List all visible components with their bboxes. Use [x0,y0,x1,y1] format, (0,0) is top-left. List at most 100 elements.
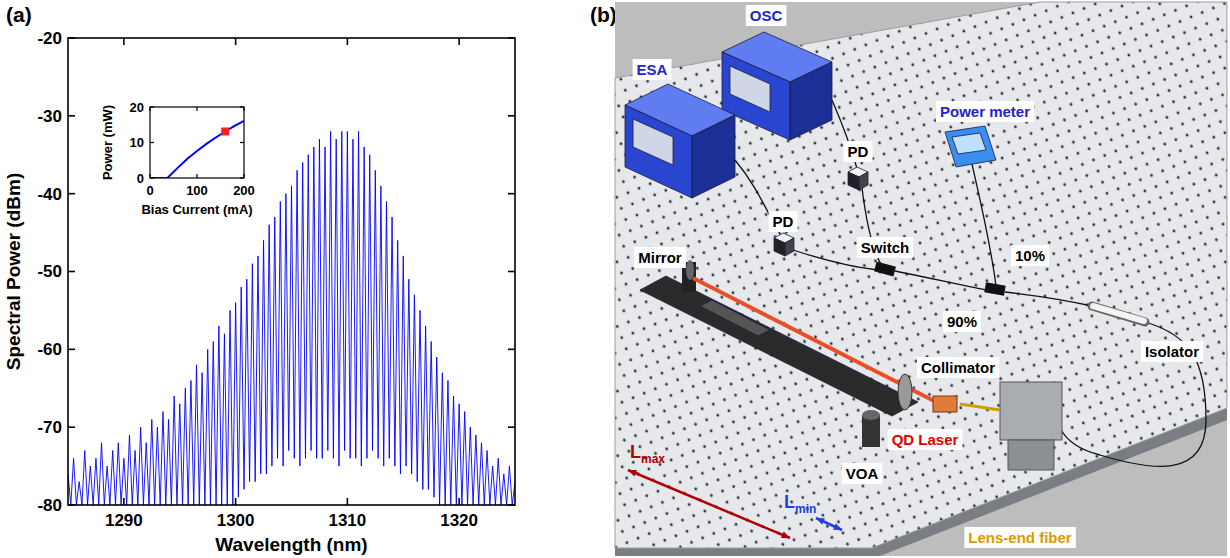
tick-label: 200 [233,183,255,198]
label-box [1011,245,1049,266]
rail-slot [700,300,770,336]
label-text: Isolator [1145,343,1199,360]
length-symbol: L [784,492,795,512]
tick-mark [123,498,125,505]
data-point [221,127,229,135]
photodiode-side [785,238,794,256]
fiber [1060,322,1206,466]
length-arrow-head [833,523,842,530]
label-text: PD [848,143,869,160]
tick-mark [68,426,75,428]
tick-mark [508,193,515,195]
panel-label: (b) [590,3,617,26]
label: Switch [857,237,913,258]
tick-mark [150,177,154,178]
tick-mark [68,271,75,273]
panel-label: (a) [6,3,32,26]
label: QD Laser [888,429,963,450]
label-text: Mirror [638,249,682,266]
label: VOA [842,463,883,484]
tick-mark [68,115,75,117]
coupler [984,282,1005,295]
tick-mark [508,271,515,273]
tick-mark [508,37,515,39]
tick-label: 20 [130,100,144,115]
background [615,2,1227,556]
length-symbol: L [630,442,641,462]
label-box [842,463,883,484]
power-meter-screen [952,133,986,154]
label: PD [769,211,798,232]
label-text: PD [773,213,794,230]
tick-mark [150,106,154,107]
tick-mark [240,142,244,143]
plot-area [68,131,515,505]
length-arrow [816,518,842,530]
label: 90% [943,311,981,332]
label: Collimator [917,357,999,378]
label: ESA [633,59,672,80]
tick-mark [68,504,75,506]
label-box [936,101,1034,122]
axis-title: Spectral Power (dBm) [3,173,24,370]
esa-screen [633,119,673,165]
label-box [964,527,1076,548]
figure: (a)(b)1290130013101320-80-70-60-50-40-30… [0,0,1230,558]
optical-table [615,2,1227,548]
fiber [1005,292,1092,306]
fiber-stage-base [1008,440,1054,470]
tick-mark [458,498,460,505]
length-subscript: max [641,452,665,466]
plot-frame [150,107,244,178]
tick-label: 0 [137,171,144,186]
fiber [972,164,996,286]
chart: 010020001020Bias Current (mA)Power (mW) [100,100,255,217]
label-box [746,5,787,26]
photodiode-side [859,172,868,190]
tick-label: 1290 [105,511,143,530]
data-line [68,131,515,505]
axis-title: Power (mW) [100,105,115,180]
page: {"panels": ["(a)", "(b)"], "chart_data":… [0,0,1230,558]
tick-mark [123,38,125,45]
tick-label: 1300 [217,511,255,530]
tick-mark [347,498,349,505]
label: Mirror [634,247,686,268]
tick-label: 100 [186,183,208,198]
fiber [895,271,986,290]
osc-side [790,62,832,140]
tick-label: 0 [146,183,153,198]
length-arrow-head [628,470,637,476]
label-box [844,141,873,162]
label-text: VOA [846,465,879,482]
label-text: Power meter [940,103,1030,120]
length-arrow-head [816,518,825,525]
rail [640,276,918,416]
setup-diagram: ESAOSCPower meterPDPDMirrorSwitch10%90%I… [615,2,1227,556]
tick-mark [235,38,237,45]
label-text: 90% [947,313,977,330]
tick-label: -60 [37,340,62,359]
plot-area [150,121,244,178]
esa-front [625,105,692,198]
tick-mark [68,349,75,351]
tick-mark [196,174,197,178]
tick-mark [235,498,237,505]
tick-mark [240,177,244,178]
label-text: ESA [637,61,668,78]
tick-label: 1320 [440,511,478,530]
axis-title: Wavelength (nm) [215,534,367,555]
table-edge [615,2,1227,556]
label-text: Lens-end fiber [968,529,1072,546]
tick-label: -30 [37,107,62,126]
label-box [857,237,913,258]
tick-label: 1310 [328,511,366,530]
qd-laser [933,396,957,412]
label: PD [844,141,873,162]
tick-mark [508,115,515,117]
label: Isolator [1141,341,1203,362]
length-label: Lmax [630,442,665,466]
power-meter [945,126,996,167]
switch [874,262,896,277]
label-text: Switch [861,239,909,256]
